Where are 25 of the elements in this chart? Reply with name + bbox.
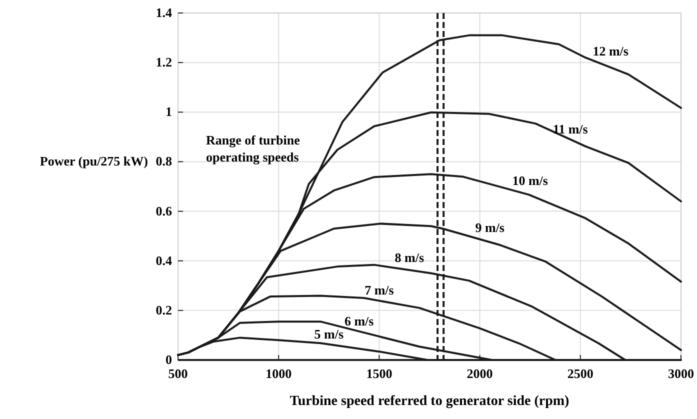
y-tick-label: 0.6: [156, 203, 172, 218]
y-tick-label: 1.2: [156, 54, 172, 70]
series-label: 9 m/s: [475, 220, 504, 236]
annotation: Range of turbine operating speeds: [206, 132, 300, 164]
series-label: 6 m/s: [344, 313, 374, 328]
x-axis-title: Turbine speed referred to generator side (rpm): [290, 394, 570, 409]
series-label: 5 m/s: [314, 326, 344, 342]
series-label: 7 m/s: [364, 282, 394, 298]
x-tick-label: 500: [168, 366, 188, 381]
y-tick-label: 0: [166, 352, 172, 367]
y-tick-label: 0.2: [156, 302, 172, 318]
y-axis-title: Power (pu/275 kW): [40, 154, 148, 169]
y-tick-label: 0.8: [156, 154, 172, 169]
series-label: 8 m/s: [394, 250, 424, 266]
y-tick-label: 0.4: [156, 252, 172, 268]
x-tick-label: 2000: [466, 366, 493, 381]
x-tick-label: 3000: [668, 366, 694, 381]
x-tick-label: 1000: [266, 366, 292, 381]
x-tick-label: 2500: [567, 366, 594, 381]
x-tick-label: 1500: [366, 366, 392, 381]
series-label: 12 m/s: [592, 43, 628, 58]
series-label: 10 m/s: [512, 173, 548, 188]
y-tick-label: 1.4: [156, 5, 172, 20]
y-tick-label: 1: [166, 104, 172, 120]
series-label: 11 m/s: [552, 121, 588, 136]
